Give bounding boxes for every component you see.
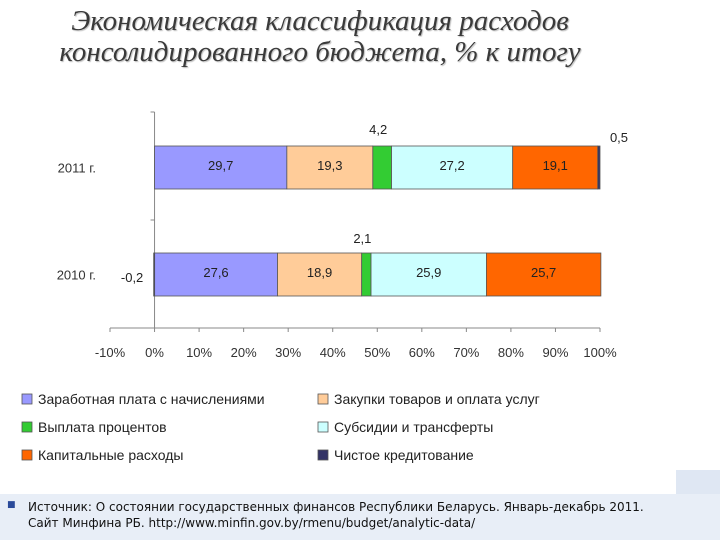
x-tick-label: 40% [320, 345, 346, 360]
legend-swatch [317, 393, 329, 405]
legend-label: Закупки товаров и оплата услуг [334, 391, 540, 407]
bar-segment [361, 252, 372, 297]
data-label: 19,3 [317, 158, 342, 173]
bar-segment [286, 145, 374, 190]
x-tick-label: 60% [409, 345, 435, 360]
legend-label: Чистое кредитование [334, 447, 474, 463]
data-label: 25,9 [416, 265, 441, 280]
data-label: -0,2 [121, 270, 143, 285]
x-tick-label: 70% [453, 345, 479, 360]
stacked-bar-chart: -10% 0% 10% 20% 30% 40% 50% 60% 70% 80% 90% 100% 201… [21, 111, 628, 463]
source-text: Источник: О состоянии государственных фи… [28, 499, 708, 531]
category-label: 2010 г. [57, 268, 96, 283]
data-label: 19,1 [543, 158, 568, 173]
legend-label: Выплата процентов [38, 419, 167, 435]
data-label: 4,2 [369, 122, 387, 137]
legend-swatch [21, 393, 33, 405]
source-line-1: Источник: О состоянии государственных фи… [28, 500, 644, 514]
x-tick-label: 90% [542, 345, 568, 360]
x-tick-label: 30% [275, 345, 301, 360]
data-label: 0,5 [610, 130, 628, 145]
legend-label: Заработная плата с начислениями [38, 391, 265, 407]
legend-swatch [317, 421, 329, 433]
source-footer: ■ Источник: О состоянии государственных … [0, 494, 720, 540]
bar-segment [277, 252, 363, 297]
category-label: 2011 г. [58, 161, 96, 176]
legend-label: Субсидии и трансферты [334, 419, 493, 435]
x-tick-label: 20% [231, 345, 257, 360]
x-tick-label: 100% [583, 345, 617, 360]
x-tick-label: 50% [364, 345, 390, 360]
data-label: 25,7 [531, 265, 556, 280]
slide-title: Экономическая классификация расходов кон… [0, 6, 640, 68]
data-label: 29,7 [208, 158, 233, 173]
source-line-2: Сайт Минфина РБ. http://www.minfin.gov.b… [28, 516, 476, 530]
bar-segment [154, 145, 288, 190]
data-label: 27,6 [203, 265, 228, 280]
bullet-icon: ■ [7, 500, 16, 510]
bar-segment [597, 145, 601, 190]
bar-segment [512, 145, 599, 190]
corner-decoration [676, 470, 720, 494]
data-label: 27,2 [439, 158, 464, 173]
bar-segment [154, 252, 278, 297]
data-label: 18,9 [307, 265, 332, 280]
legend-swatch [21, 449, 33, 461]
bar-segment [391, 145, 514, 190]
legend-swatch [317, 449, 329, 461]
bar-segment [153, 252, 156, 297]
x-tick-label: 0% [145, 345, 164, 360]
data-label: 2,1 [353, 231, 371, 246]
bar-segment [486, 252, 602, 297]
bar-segment [372, 145, 392, 190]
x-tick-label: -10% [95, 345, 126, 360]
title-line-1: Экономическая классификация расходов [71, 5, 569, 37]
x-tick-label: 10% [186, 345, 212, 360]
bar-segment [370, 252, 487, 297]
legend-label: Капитальные расходы [38, 447, 183, 463]
x-tick-label: 80% [498, 345, 524, 360]
title-line-2: консолидированного бюджета, % к итогу [59, 36, 581, 68]
legend-swatch [21, 421, 33, 433]
